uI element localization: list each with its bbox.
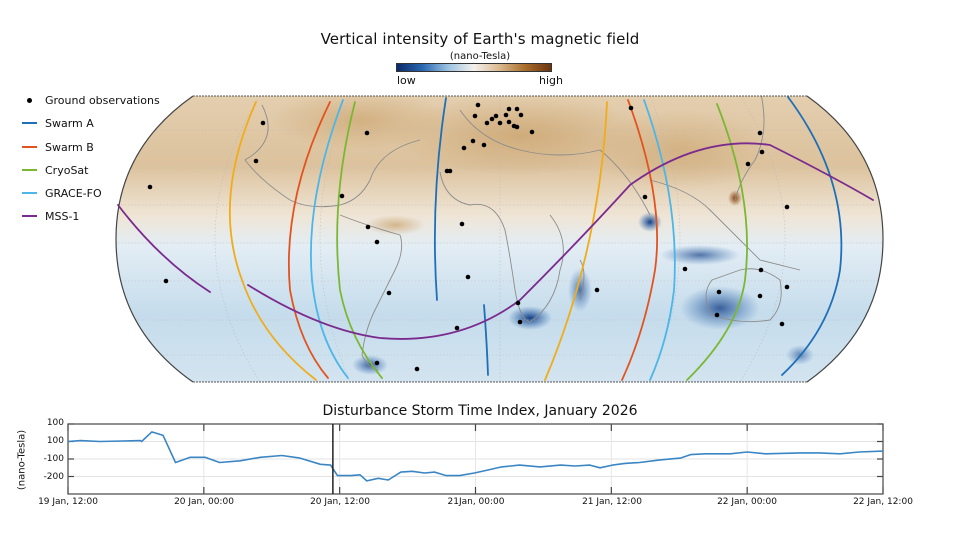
track-unlabeled-yellow: [228, 101, 317, 381]
y-tick-label: 100: [46, 436, 64, 446]
map-unit-label: (nano-Tesla): [449, 51, 511, 62]
x-tick-label: 22 Jan, 12:00: [853, 497, 913, 507]
dot-icon: [27, 97, 32, 103]
track-swarm-a: [433, 97, 447, 301]
legend-label: Ground observations: [45, 93, 160, 107]
plot-grid: [67, 423, 884, 494]
track-swarm-b: [287, 101, 331, 379]
y-tick-label: 100: [46, 418, 64, 428]
legend-item-mss-1: MSS-1: [22, 208, 79, 224]
colorbar-low-label: low: [397, 74, 416, 87]
track-swarm-a: [781, 96, 843, 376]
y-tick-label: -100: [43, 454, 64, 464]
x-tick-label: 20 Jan, 12:00: [310, 497, 370, 507]
colorbar: [396, 63, 552, 72]
track-grace-fo: [310, 99, 349, 379]
x-tick-label: 21 Jan, 12:00: [582, 497, 642, 507]
track-swarm-a: [483, 304, 489, 376]
chart-title: Disturbance Storm Time Index, January 20…: [322, 403, 638, 419]
legend-label: MSS-1: [45, 209, 80, 223]
line-swatch-icon: [22, 146, 37, 148]
track-unlabeled-yellow: [544, 101, 608, 381]
y-tick-label: -200: [43, 472, 64, 482]
x-tick-label: 22 Jan, 00:00: [717, 497, 777, 507]
map-title: Vertical intensity of Earth's magnetic f…: [320, 30, 640, 48]
legend-item-swarm-b: Swarm B: [22, 139, 94, 155]
track-grace-fo: [643, 99, 676, 381]
legend-label: Swarm B: [45, 140, 94, 154]
track-cryosat: [336, 101, 383, 379]
legend-label: CryoSat: [45, 163, 89, 177]
legend-item-grace-fo: GRACE-FO: [22, 185, 102, 201]
ground-observations: [147, 102, 790, 372]
x-tick-label: 21Jan, 00:00: [447, 497, 505, 507]
track-mss-1: [117, 204, 211, 293]
line-swatch-icon: [22, 122, 37, 124]
line-swatch-icon: [22, 215, 37, 217]
plot-frame: [67, 423, 884, 495]
line-swatch-icon: [22, 169, 37, 171]
track-cryosat: [686, 103, 748, 381]
track-swarm-b: [621, 99, 659, 381]
legend-item-swarm-a: Swarm A: [22, 115, 94, 131]
x-tick-label: 19 Jan, 12:00: [38, 497, 98, 507]
x-tick-label: 20 Jan, 00:00: [174, 497, 234, 507]
legend-label: GRACE-FO: [45, 186, 102, 200]
dst-series-line: [67, 431, 884, 482]
legend-item-cryosat: CryoSat: [22, 162, 88, 178]
legend-item-ground-observations: Ground observations: [22, 92, 160, 108]
line-swatch-icon: [22, 192, 37, 194]
legend-label: Swarm A: [45, 116, 94, 130]
colorbar-high-label: high: [539, 74, 563, 87]
track-mss-1: [247, 142, 874, 340]
world-map: [115, 95, 884, 383]
